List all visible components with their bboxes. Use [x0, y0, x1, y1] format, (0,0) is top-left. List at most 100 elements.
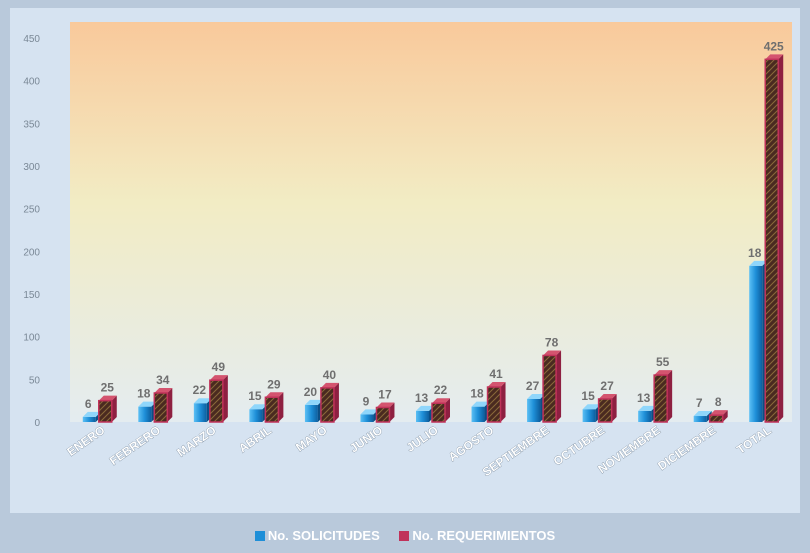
bar-requerimientos-front	[543, 355, 557, 422]
bar-requerimientos-top	[265, 392, 284, 398]
bar-solicitudes-data-label: 13	[637, 391, 651, 405]
bar-requerimientos-side	[611, 393, 617, 422]
x-axis-labels: ENERO FEBRERO MARZO ABRIL MAYO JUNIO JULIO AGOS…	[64, 423, 774, 480]
bar-solicitudes-top	[582, 404, 601, 410]
bar-requerimientos-side	[111, 395, 117, 422]
bar-requerimientos-outline	[597, 398, 613, 423]
bar-requerimientos: 40	[320, 368, 339, 422]
y-tick-label: 200	[23, 247, 40, 258]
bar-solicitudes-front	[582, 409, 596, 422]
bar-solicitudes-front	[638, 410, 652, 422]
bar-requerimientos-outline	[653, 374, 668, 423]
bar-requerimientos-front	[487, 387, 501, 422]
bar-requerimientos-outline	[764, 58, 779, 423]
bar-solicitudes-front	[138, 406, 152, 422]
bar-requerimientos: 22	[432, 383, 450, 422]
y-tick-label: 100	[23, 333, 40, 344]
bar-solicitudes-top	[638, 405, 657, 411]
bar-requerimientos: 25	[98, 381, 117, 422]
bar-requerimientos-front	[432, 403, 445, 422]
bar-solicitudes-top	[360, 409, 379, 415]
x-category-label: MARZO	[174, 423, 218, 460]
bar-solicitudes-data-label: 6	[85, 397, 92, 411]
y-tick-label: 250	[23, 205, 40, 216]
bar-solicitudes-top	[471, 401, 490, 407]
bar-requerimientos: 55	[654, 355, 673, 422]
bar-requerimientos: 27	[598, 379, 617, 422]
legend-label-solicitudes: No. SOLICITUDES	[267, 528, 380, 543]
y-tick-label: 0	[34, 418, 40, 429]
bar-requerimientos-outline	[153, 392, 169, 423]
bar-requerimientos-side	[667, 370, 673, 422]
bar-requerimientos-data-label: 41	[489, 367, 503, 381]
bar-solicitudes: 15	[581, 389, 601, 422]
bar-requerimientos: 41	[487, 367, 506, 422]
bars-group: 6 25 18 34 22 49 15 29 20 40 9 17 13 22 18 41 27 78 15 27 13…	[82, 39, 784, 423]
x-category-label: JULIO	[404, 423, 441, 455]
bar-solicitudes-front	[82, 416, 96, 422]
bar-solicitudes-data-label: 18	[470, 387, 484, 401]
bar-requerimientos-outline	[375, 406, 391, 423]
y-tick-label: 150	[23, 290, 40, 301]
bar-requerimientos-top	[432, 398, 450, 404]
bar-requerimientos-side	[445, 398, 450, 422]
bar-requerimientos-front	[654, 375, 668, 422]
bar-solicitudes: 18	[748, 246, 768, 422]
bar-solicitudes-front	[304, 404, 318, 422]
bar-requerimientos-top	[765, 54, 784, 60]
bar-solicitudes-top	[749, 260, 768, 266]
bar-requerimientos-outline	[320, 387, 335, 423]
bar-solicitudes-data-label: 7	[696, 396, 703, 410]
bar-requerimientos-top	[598, 393, 617, 399]
bar-requerimientos-data-label: 17	[378, 387, 392, 401]
bar-requerimientos-top	[487, 382, 506, 388]
bar-solicitudes-data-label: 15	[248, 389, 262, 403]
bar-chart: 0 50 100 150 200 250 300 350 400 450 6 25 18 34 22 49 1…	[23, 22, 792, 480]
bar-requerimientos-data-label: 55	[656, 355, 670, 369]
bar-solicitudes-front	[693, 416, 707, 422]
bar-requerimientos-data-label: 49	[212, 360, 226, 374]
bar-solicitudes: 13	[637, 391, 657, 422]
bar-requerimientos-outline	[264, 396, 280, 423]
bar-requerimientos: 34	[154, 373, 173, 422]
y-axis: 0 50 100 150 200 250 300 350 400 450	[23, 34, 40, 429]
bar-requerimientos-front	[598, 398, 612, 422]
y-tick-label: 300	[23, 162, 40, 173]
bar-solicitudes-front	[193, 403, 207, 422]
bar-requerimientos-data-label: 29	[267, 377, 281, 391]
bar-solicitudes-data-label: 22	[193, 383, 207, 397]
bar-solicitudes-top	[193, 398, 212, 404]
legend-label-requerimientos: No. REQUERIMIENTOS	[412, 528, 556, 543]
y-tick-label: 450	[23, 34, 40, 45]
bar-solicitudes-front	[471, 406, 485, 422]
bar-requerimientos-data-label: 22	[434, 383, 448, 397]
bar-requerimientos-side	[222, 375, 228, 422]
bar-requerimientos-side	[389, 402, 395, 422]
bar-requerimientos-outline	[431, 402, 446, 423]
bar-requerimientos: 17	[376, 387, 395, 422]
x-category-label: AGOSTO	[446, 423, 496, 464]
bar-requerimientos-side	[333, 382, 339, 422]
bar-requerimientos-data-label: 425	[764, 39, 784, 53]
bar-requerimientos-outline	[486, 386, 502, 423]
bar-requerimientos-top	[320, 382, 339, 388]
x-category-label: NOVIEMBRE	[595, 423, 663, 476]
bar-requerimientos-side	[556, 350, 562, 422]
bar-requerimientos-front	[98, 400, 112, 422]
bar-solicitudes-front	[360, 414, 374, 422]
x-category-label: FEBRERO	[107, 423, 163, 468]
bar-solicitudes-front	[249, 409, 263, 422]
y-tick-label: 400	[23, 77, 40, 88]
x-category-label: JUNIO	[347, 423, 385, 456]
bar-requerimientos-top	[654, 370, 673, 376]
bar-requerimientos-data-label: 25	[101, 381, 115, 395]
bar-requerimientos-top	[98, 395, 117, 401]
x-category-label: ENERO	[64, 423, 107, 459]
bar-solicitudes-data-label: 20	[304, 385, 318, 399]
bar-requerimientos-top	[154, 387, 173, 393]
bar-solicitudes-top	[416, 405, 434, 411]
bar-requerimientos-data-label: 8	[715, 395, 722, 409]
bar-requerimientos-front	[709, 415, 723, 422]
bar-solicitudes-data-label: 15	[581, 389, 595, 403]
